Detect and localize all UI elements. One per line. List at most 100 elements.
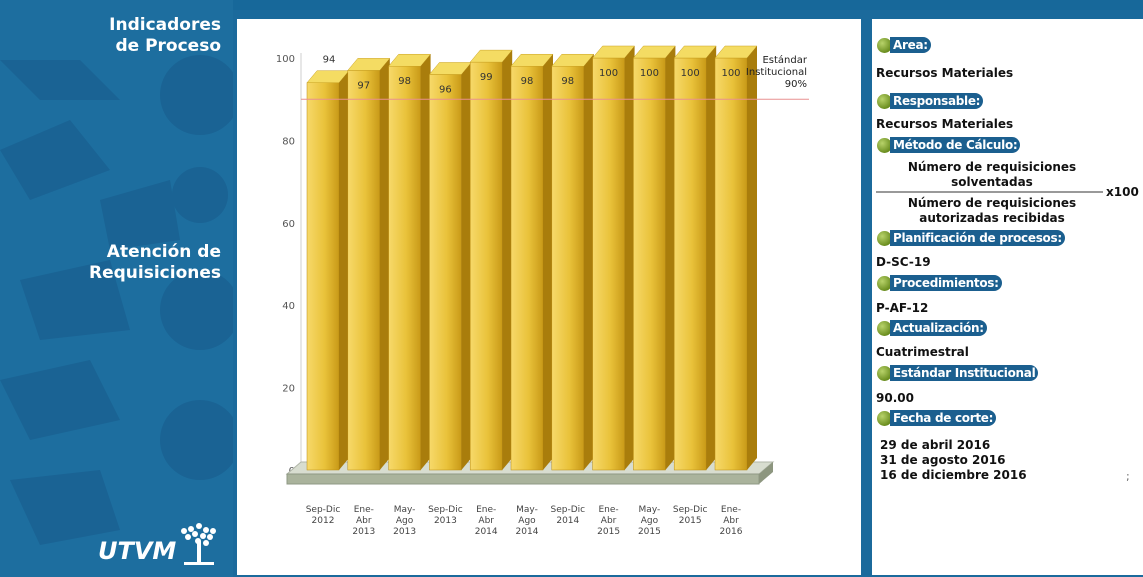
data-label: 100 [681, 68, 700, 79]
background-pattern [0, 55, 233, 545]
x-tick-label: May- [639, 505, 661, 515]
x-tick-label: 2016 [720, 527, 743, 537]
bar-top [632, 45, 676, 59]
data-label: 94 [323, 55, 336, 66]
x-tick-label: Sep-Dic [673, 505, 708, 515]
x-tick-label: Ago [518, 516, 536, 526]
bar-side [339, 70, 349, 470]
x-tick-label: 2014 [475, 527, 498, 537]
bullet-icon [877, 37, 892, 53]
bar-chart: 020406080100 94979896999898100100100100 … [276, 45, 809, 537]
bar-side [543, 54, 553, 471]
bullet-icon [877, 93, 892, 109]
x-tick-label: Abr [723, 516, 739, 526]
x-axis-labels: Sep-Dic2012Ene-Abr2013May-Ago2013Sep-Dic… [306, 505, 743, 537]
indicator-title-line-1: Atención de [106, 242, 221, 262]
x-tick-label: 2013 [434, 516, 457, 526]
x-tick-label: 2014 [516, 527, 539, 537]
x-tick-label: Sep-Dic [428, 505, 463, 515]
estandar-value: 90.00 [876, 391, 914, 405]
bullet-icon [877, 410, 892, 426]
bar-side [379, 58, 390, 471]
formula-denominator: Número de requisiciones autorizadas reci… [907, 196, 1077, 225]
utvm-logo: UTVM [98, 523, 216, 565]
responsable-label: Responsable: [877, 91, 984, 111]
responsable-value: Recursos Materiales [876, 117, 1014, 131]
bar-side [665, 46, 676, 470]
x-tick-label: May- [394, 505, 416, 515]
y-axis: 020406080100 [276, 53, 302, 478]
data-label: 97 [357, 80, 370, 91]
data-label: 99 [480, 72, 493, 83]
x-tick-label: 2013 [352, 527, 375, 537]
x-tick-label: 2015 [679, 516, 702, 526]
bar [592, 57, 625, 471]
bar [347, 70, 381, 471]
fecha-values: 29 de abril 2016 31 de agosto 2016 16 de… [880, 438, 1027, 483]
x-tick-label: Abr [478, 516, 494, 526]
x-tick-label: Ene- [476, 505, 496, 515]
actualizacion-value: Cuatrimestral [876, 345, 969, 359]
data-label: 100 [599, 68, 618, 79]
procedimientos-value: P-AF-12 [876, 301, 929, 315]
y-tick-label: 20 [282, 384, 295, 395]
indicator-title: Atención de Requisiciones [89, 242, 221, 284]
x-tick-label: Ene- [354, 505, 374, 515]
bar-side [502, 50, 513, 471]
actualizacion-label: Actualización: [877, 318, 987, 338]
fecha-label: Fecha de corte: [877, 408, 997, 428]
x-tick-label: Ene- [599, 505, 619, 515]
x-tick-label: Ago [396, 516, 414, 526]
sidebar-panel: Indicadores de Proceso Atención de Requi… [0, 0, 233, 577]
data-label: 98 [561, 76, 574, 87]
estandar-label: Estándar Institucional [877, 363, 1039, 383]
data-labels: 94 97 98 96 99 98 98 100 100 100 100 [323, 55, 741, 96]
metodo-label: Método de Cálculo: [877, 135, 1021, 155]
x-tick-label: Ene- [721, 505, 741, 515]
bar-side [624, 46, 635, 470]
y-tick-label: 80 [282, 136, 295, 147]
bar-top [592, 45, 636, 59]
y-tick-label: 100 [276, 54, 295, 65]
bar [510, 65, 544, 471]
bullet-icon [877, 137, 892, 153]
planificacion-label: Planificación de procesos: [877, 228, 1065, 248]
bar [388, 65, 421, 471]
x-tick-label: 2013 [393, 527, 416, 537]
x-tick-label: Abr [601, 516, 617, 526]
bar-side [461, 62, 472, 470]
x-tick-label: 2015 [597, 527, 620, 537]
bar [429, 74, 462, 471]
bar-top [347, 58, 391, 71]
bar [633, 57, 666, 471]
bar [714, 57, 748, 471]
y-tick-label: 60 [282, 219, 295, 230]
x-tick-label: 2012 [312, 516, 335, 526]
data-label: 96 [439, 84, 452, 95]
section-title: Indicadores de Proceso [109, 15, 221, 57]
bar-side [747, 46, 757, 470]
fecha-value: 16 de diciembre 2016 [880, 468, 1027, 482]
standard-label: Estándar [762, 54, 807, 66]
formula-numerator: Número de requisiciones solventadas [907, 160, 1077, 189]
x-tick-label: Ago [641, 516, 659, 526]
standard-label: 90% [785, 79, 807, 90]
chart-panel: 020406080100 94979896999898100100100100 … [237, 19, 861, 575]
bullet-icon [877, 275, 892, 291]
fecha-value: 31 de agosto 2016 [880, 453, 1006, 467]
data-label: 100 [721, 68, 740, 79]
data-label: 98 [398, 76, 411, 87]
standard-label: Institucional [746, 67, 807, 78]
area-label: Area: [877, 35, 931, 55]
logo-text: UTVM [98, 537, 176, 565]
bar [673, 57, 707, 471]
fecha-value: 29 de abril 2016 [880, 438, 991, 452]
stray-mark: ; [1126, 470, 1130, 483]
bar [306, 82, 340, 471]
bar-side [706, 46, 717, 470]
formula-divider [876, 191, 1103, 193]
top-bar [0, 0, 1143, 10]
data-label: 98 [521, 76, 534, 87]
planificacion-value: D-SC-19 [876, 255, 931, 269]
